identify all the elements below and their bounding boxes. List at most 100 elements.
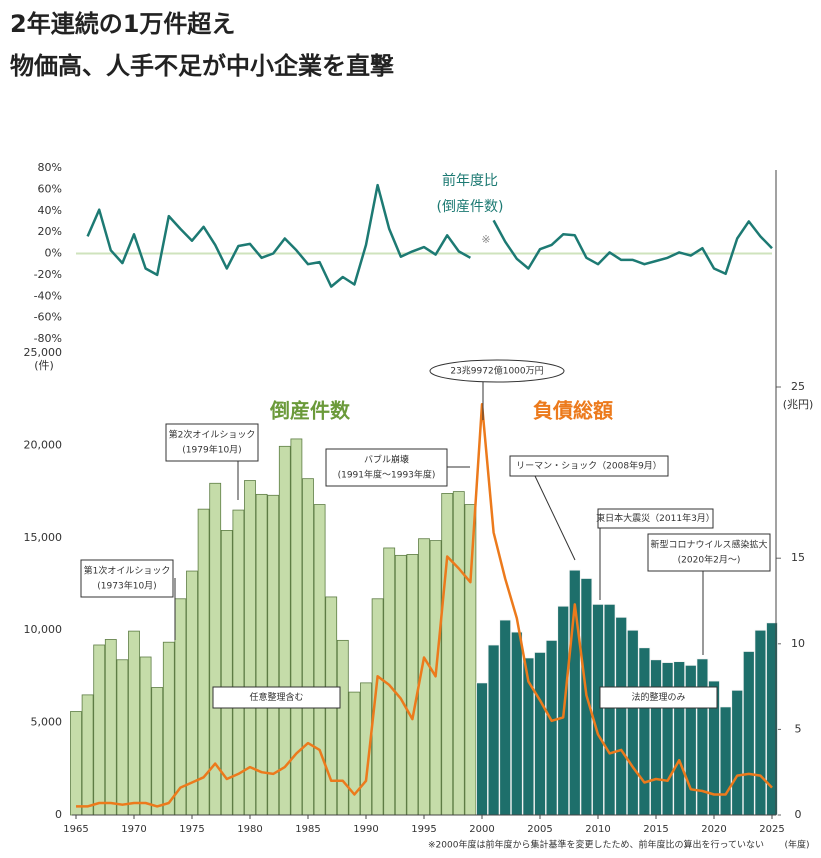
series-label: 負債総額 — [533, 399, 613, 423]
annotation: 任意整理含む — [249, 691, 303, 703]
bar — [534, 651, 546, 816]
bar — [151, 687, 164, 816]
y-tick-label: -20% — [34, 268, 62, 281]
bar — [70, 711, 82, 816]
bar — [93, 644, 106, 816]
x-tick-label: 2015 — [643, 824, 668, 835]
bar — [441, 493, 454, 816]
y-tick-label: 0 — [55, 808, 62, 821]
bar — [232, 509, 245, 816]
y-tick-label: 25,000 — [24, 346, 63, 359]
bar — [742, 651, 755, 816]
y-tick-label: 15,000 — [24, 531, 63, 544]
y2-tick-label: 5 — [795, 722, 802, 735]
annotation: 第1次オイルショック — [84, 565, 171, 577]
annotation: (1991年度～1993年度) — [338, 469, 436, 481]
bar — [302, 478, 314, 816]
x-tick-label: 2020 — [701, 824, 726, 835]
bar — [510, 631, 523, 816]
callout — [165, 423, 259, 462]
bar — [162, 641, 175, 816]
annotation: 法的整理のみ — [631, 691, 685, 703]
annotation: 東日本大震災（2011年3月） — [596, 512, 715, 524]
callout — [509, 455, 669, 477]
y-unit: (件) — [34, 359, 54, 372]
bar — [104, 639, 117, 816]
callout — [599, 686, 718, 709]
bar — [81, 694, 94, 816]
y-tick-label: -40% — [34, 289, 62, 302]
y-tick-label: 10,000 — [24, 623, 63, 636]
y2-tick-label: 0 — [795, 808, 802, 821]
x-tick-label: 1990 — [353, 824, 378, 835]
bar — [719, 706, 732, 816]
x-tick-label: 2010 — [585, 824, 610, 835]
annotation: 第2次オイルショック — [169, 429, 256, 441]
bar — [487, 644, 500, 816]
bar — [673, 661, 686, 816]
callout — [647, 533, 771, 572]
bar — [255, 493, 268, 816]
bar — [731, 689, 744, 816]
y-tick-label: 20% — [38, 225, 62, 238]
bar — [603, 603, 616, 816]
x-tick-label: 1970 — [121, 824, 146, 835]
x-tick-label: 2000 — [469, 824, 494, 835]
y-tick-label: 0% — [45, 247, 62, 260]
title-line: 2年連続の1万件超え — [10, 10, 236, 38]
annotation: 新型コロナウイルス感染拡大 — [650, 539, 767, 551]
series-label: (倒産件数) — [437, 199, 504, 215]
callout — [212, 686, 341, 709]
y-tick-label: 5,000 — [31, 716, 63, 729]
bar — [452, 491, 465, 816]
bar — [244, 480, 256, 816]
annotation: リーマン・ショック（2008年9月） — [516, 460, 662, 472]
bar — [464, 504, 477, 816]
x-tick-label: 1965 — [63, 824, 88, 835]
callout — [80, 559, 174, 598]
x-tick-label: 1975 — [179, 824, 204, 835]
bar — [638, 647, 651, 816]
y2-tick-label: 15 — [791, 551, 805, 564]
series-label: 前年度比 — [442, 172, 498, 189]
y2-tick-label: 25 — [791, 380, 805, 393]
bar — [406, 554, 419, 816]
callout — [597, 508, 714, 529]
bar — [128, 630, 140, 816]
bar — [429, 540, 442, 816]
bar — [336, 639, 349, 816]
data-line — [86, 183, 773, 288]
bar — [116, 659, 129, 816]
y-tick-label: -60% — [34, 311, 62, 324]
annotation: (1973年10月) — [97, 580, 156, 592]
footnote: ※2000年度は前年度から集計基準を変更したため、前年度比の算出を行っていない — [428, 839, 764, 851]
x-tick-label: 1995 — [411, 824, 436, 835]
bar — [661, 662, 674, 816]
bar — [267, 494, 280, 816]
bar — [754, 629, 767, 816]
bar — [626, 629, 639, 816]
annotation: バブル崩壊 — [364, 454, 409, 466]
y-tick-label: -80% — [34, 332, 62, 345]
bar — [174, 598, 187, 816]
y2-tick-label: 10 — [791, 637, 805, 650]
leader-line — [534, 475, 576, 561]
bar — [348, 691, 361, 816]
annotation: (1979年10月) — [182, 444, 241, 456]
bar — [186, 570, 198, 816]
bar — [394, 554, 407, 816]
callout — [429, 359, 565, 383]
title-line: 物価高、人手不足が中小企業を直撃 — [10, 52, 394, 80]
bar — [139, 656, 152, 816]
y-tick-label: 60% — [38, 182, 62, 195]
x-unit: (年度) — [784, 839, 809, 851]
y-tick-label: 80% — [38, 161, 62, 174]
bar — [592, 603, 604, 816]
bar — [650, 659, 662, 816]
x-tick-label: 1985 — [295, 824, 320, 835]
bar — [545, 639, 558, 816]
bar — [313, 504, 326, 816]
bar — [278, 445, 291, 816]
